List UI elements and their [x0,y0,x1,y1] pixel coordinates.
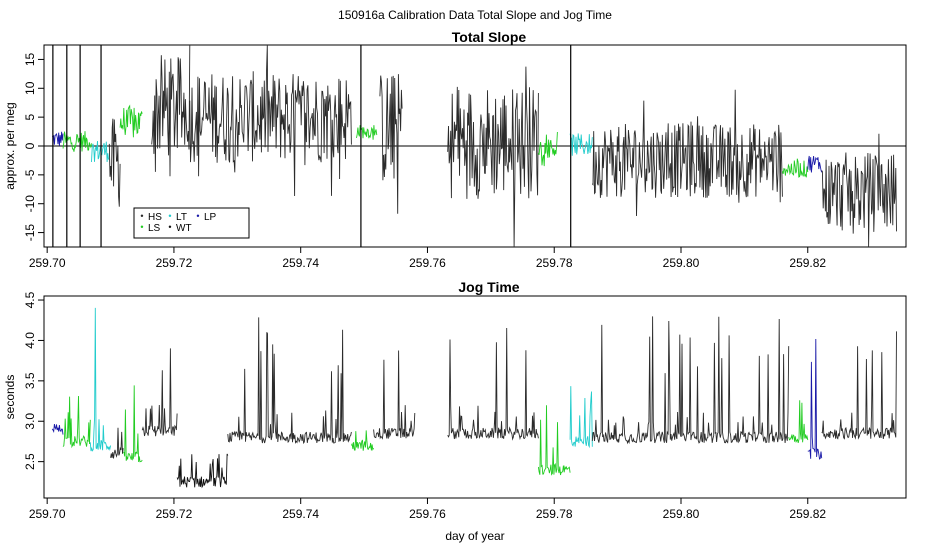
total-slope-series-ls [537,131,558,167]
total-slope-xtick-label: 259.78 [536,256,573,270]
total-slope-xtick-label: 259.72 [156,256,193,270]
total-slope-title: Total Slope [452,29,527,45]
jog-time-xtick-label: 259.82 [789,507,826,521]
jog-time-ytick-label: 4.5 [23,291,37,308]
total-slope-data-layer [44,45,906,247]
jog-time-ytick-label: 3.0 [23,413,37,430]
total-slope-xtick-label: 259.82 [789,256,826,270]
total-slope-series-hs [108,118,121,207]
jog-time-xlabel: day of year [445,529,504,543]
total-slope-series-hs [591,89,783,217]
jog-time-series-lt [569,386,593,449]
jog-time-series-hs [591,316,790,445]
jog-time-series-ls [788,400,809,444]
jog-time-ytick-label: 3.5 [23,372,37,389]
jog-time-x-axis: 259.70 259.72 259.74 259.76 259.78 259.80 259.… [29,498,826,521]
legend-box [133,207,250,239]
legend-label-lt: LT [176,212,187,223]
jog-time-series-hs [447,327,539,441]
jog-time-ylabel: seconds [3,375,17,420]
total-slope-series-lp [51,131,64,146]
legend-marker-lp: • [196,211,199,221]
total-slope-ytick-label: -5 [23,169,37,180]
jog-time-series-hs [141,348,178,437]
jog-time-xtick-label: 259.80 [663,507,700,521]
legend-label-ls: LS [148,223,161,234]
total-slope-x-axis: 259.70 259.72 259.74 259.76 259.78 259.80 259.… [29,247,826,270]
total-slope-y-axis: -15 -10 -5 0 5 10 15 [23,52,44,241]
total-slope-series-ls [356,125,378,140]
total-slope-series-lp [807,155,823,173]
jog-time-xtick-label: 259.72 [156,507,193,521]
jog-time-data-layer [51,307,897,489]
total-slope-xtick-label: 259.74 [282,256,319,270]
total-slope-xtick-label: 259.70 [29,256,66,270]
total-slope-ytick-label: -10 [23,195,37,213]
total-slope-series-ls [62,131,92,152]
total-slope-series-hs [151,45,191,177]
jog-time-series-wt [176,453,229,489]
jog-time-panel: Jog Time 259.70 259.72 259.74 259.76 259.78 2… [3,279,907,543]
legend-marker-wt: • [168,222,171,232]
jog-time-ytick-label: 2.5 [23,453,37,470]
total-slope-ytick-label: 10 [23,81,37,95]
jog-time-series-lp [51,424,64,435]
total-slope-series-ls [119,104,143,138]
total-slope-panel: Total Slope 259.70 259.72 259.74 259.76 259.… [3,29,907,270]
jog-time-xtick-label: 259.70 [29,507,66,521]
legend-marker-ls: • [140,222,143,232]
total-slope-series-lt [91,140,110,163]
total-slope-ytick-label: 5 [23,113,37,120]
jog-time-xtick-label: 259.74 [282,507,319,521]
jog-time-series-hs [227,317,352,445]
jog-time-series-lt [89,307,112,452]
figure-suptitle: 150916a Calibration Data Total Slope and… [338,8,612,22]
jog-time-series-lp [807,338,823,460]
jog-time-y-axis: 2.5 3.0 3.5 4.0 4.5 [23,291,44,470]
total-slope-ylabel: approx. per meg [3,102,17,189]
jog-time-plot-frame [43,295,907,499]
total-slope-series-hs [821,133,897,247]
legend-label-lp: LP [204,212,217,223]
legend-label-hs: HS [148,212,162,223]
jog-time-ytick-label: 4.0 [23,332,37,349]
legend: • HS • LT • LP • LS • WT [133,207,250,239]
jog-time-xtick-label: 259.76 [409,507,446,521]
jog-time-series-ls [537,405,571,476]
total-slope-series-hs [447,66,539,247]
total-slope-xtick-label: 259.76 [409,256,446,270]
total-slope-series-ls [781,158,809,178]
legend-marker-lt: • [168,211,171,221]
legend-marker-hs: • [140,211,143,221]
total-slope-xtick-label: 259.80 [663,256,700,270]
total-slope-ytick-label: -15 [23,224,37,242]
total-slope-ytick-label: 15 [23,52,37,66]
jog-time-series-ls [62,395,91,449]
jog-time-xtick-label: 259.78 [536,507,573,521]
jog-time-series-ls [123,385,143,463]
jog-time-series-ls [350,430,374,451]
total-slope-series-hs [379,74,403,214]
total-slope-series-hs [189,45,352,197]
jog-time-series-hs [110,427,124,459]
jog-time-title: Jog Time [458,279,519,295]
jog-time-series-hs [821,331,897,440]
legend-label-wt: WT [176,223,192,234]
jog-time-series-hs [373,350,416,440]
total-slope-ytick-label: 0 [23,142,37,149]
total-slope-series-lt [569,133,593,156]
